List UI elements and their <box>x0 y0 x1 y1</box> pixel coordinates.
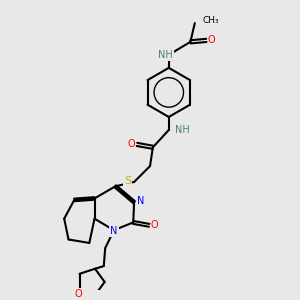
Text: O: O <box>74 290 82 299</box>
Text: NH: NH <box>158 50 173 60</box>
Text: S: S <box>124 176 131 185</box>
Text: O: O <box>151 220 158 230</box>
Text: NH: NH <box>175 125 190 135</box>
Text: O: O <box>208 35 215 45</box>
Text: CH₃: CH₃ <box>202 16 219 25</box>
Text: N: N <box>110 226 118 236</box>
Text: N: N <box>137 196 144 206</box>
Text: O: O <box>128 140 135 149</box>
